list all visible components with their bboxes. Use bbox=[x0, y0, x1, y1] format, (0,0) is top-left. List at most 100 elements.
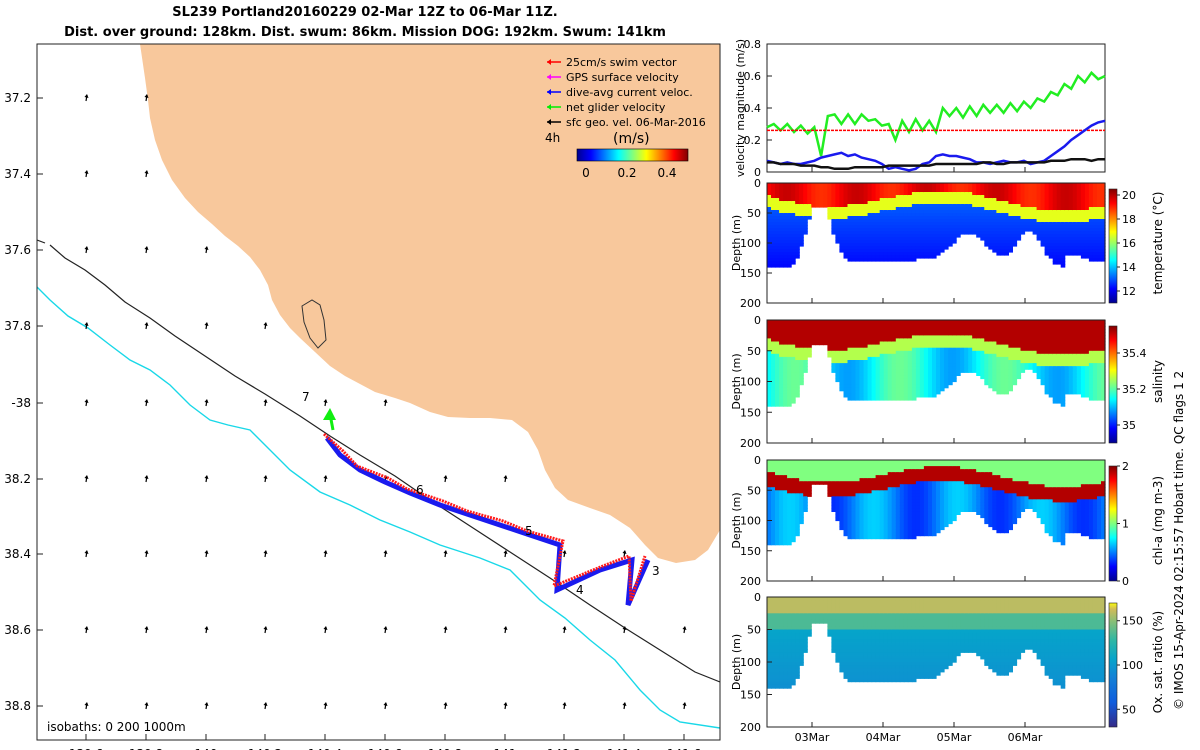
section-cell bbox=[835, 186, 840, 190]
section-cell bbox=[911, 228, 917, 232]
section-cell bbox=[847, 360, 853, 364]
section-cell bbox=[944, 195, 949, 199]
section-cell bbox=[795, 526, 800, 531]
section-cell bbox=[871, 213, 877, 217]
section-cell bbox=[968, 344, 973, 349]
section-cell bbox=[952, 356, 957, 361]
section-cell bbox=[1097, 378, 1102, 383]
section-cell bbox=[1052, 192, 1058, 196]
section-cell bbox=[847, 387, 853, 392]
section-cell bbox=[847, 231, 853, 235]
section-cell bbox=[919, 335, 925, 340]
section-cell bbox=[891, 207, 897, 211]
section-cell bbox=[1072, 338, 1078, 343]
section-cell bbox=[1040, 210, 1046, 214]
section-cell bbox=[996, 353, 1001, 358]
section-cell bbox=[1092, 396, 1098, 401]
section-cell bbox=[799, 460, 804, 464]
section-cell bbox=[1036, 332, 1042, 336]
section-cell bbox=[1044, 207, 1050, 211]
section-cell bbox=[1036, 231, 1042, 235]
section-cell bbox=[952, 338, 957, 343]
section-cell bbox=[928, 228, 933, 232]
section-cell bbox=[988, 341, 993, 346]
section-cell bbox=[1056, 353, 1062, 358]
section-cell bbox=[1000, 347, 1005, 352]
section-cell bbox=[803, 195, 808, 199]
section-cell bbox=[1097, 225, 1102, 229]
section-cell bbox=[859, 246, 865, 250]
section-cell bbox=[919, 243, 925, 247]
section-cell bbox=[803, 332, 808, 336]
section-cell bbox=[1072, 329, 1078, 333]
section-cell bbox=[936, 353, 941, 358]
section-cell bbox=[1040, 366, 1046, 370]
section-cell bbox=[871, 396, 877, 401]
section-cell bbox=[944, 353, 949, 358]
section-cell bbox=[863, 387, 869, 392]
section-cell bbox=[940, 222, 945, 226]
section-cell bbox=[867, 255, 873, 259]
section-cell bbox=[907, 213, 913, 217]
section-cell bbox=[783, 234, 788, 238]
section-cell bbox=[851, 326, 857, 330]
section-cell bbox=[895, 329, 901, 333]
section-cell bbox=[787, 201, 792, 205]
section-cell bbox=[867, 323, 873, 327]
section-cell bbox=[911, 393, 917, 398]
section-cell bbox=[855, 393, 861, 398]
section-cell bbox=[851, 381, 857, 386]
section-cell bbox=[851, 375, 857, 380]
section-cell bbox=[1072, 246, 1078, 250]
section-cell bbox=[1036, 222, 1042, 226]
section-cell bbox=[835, 511, 840, 515]
section-cell bbox=[791, 228, 796, 232]
section-cell bbox=[992, 204, 997, 208]
section-cell bbox=[996, 350, 1001, 355]
section-cell bbox=[1024, 329, 1030, 333]
section-cell bbox=[771, 472, 776, 476]
section-cell bbox=[936, 192, 941, 196]
section-cell bbox=[879, 356, 885, 361]
section-cell bbox=[835, 228, 840, 232]
section-cell bbox=[923, 487, 929, 491]
section-cell bbox=[988, 228, 993, 232]
section-cell bbox=[791, 225, 796, 229]
section-cell bbox=[843, 384, 849, 389]
section-cell bbox=[871, 369, 877, 373]
map-y-tick-label: -38 bbox=[11, 396, 31, 410]
section-cell bbox=[867, 243, 873, 247]
section-cell bbox=[851, 496, 857, 500]
section-cell bbox=[1068, 341, 1074, 346]
section-cell bbox=[771, 353, 776, 358]
section-cell bbox=[779, 466, 784, 470]
section-cell bbox=[883, 332, 889, 336]
section-cell bbox=[1092, 341, 1098, 346]
section-cell bbox=[1072, 219, 1078, 223]
section-cell bbox=[911, 246, 917, 250]
section-cell bbox=[895, 532, 901, 537]
section-cell bbox=[783, 505, 788, 509]
section-cell bbox=[863, 481, 869, 485]
section-cell bbox=[984, 320, 989, 324]
section-cell bbox=[1068, 225, 1074, 229]
section-cell bbox=[915, 255, 921, 259]
section-cell bbox=[859, 207, 865, 211]
section-cell bbox=[891, 329, 897, 333]
section-cell bbox=[875, 186, 881, 190]
section-cell bbox=[976, 369, 981, 373]
section-cell bbox=[1012, 372, 1018, 376]
section-cell bbox=[1068, 375, 1074, 380]
section-cell bbox=[956, 204, 961, 208]
section-cell bbox=[863, 210, 869, 214]
section-cell bbox=[928, 487, 933, 491]
section-cell bbox=[767, 228, 772, 232]
section-cell bbox=[811, 320, 816, 324]
section-cell bbox=[980, 189, 985, 193]
section-cell bbox=[771, 183, 776, 187]
section-cell bbox=[875, 378, 881, 383]
section-cell bbox=[1000, 231, 1005, 235]
section-cell bbox=[871, 523, 877, 528]
section-cell bbox=[932, 381, 937, 386]
section-cell bbox=[996, 222, 1001, 226]
